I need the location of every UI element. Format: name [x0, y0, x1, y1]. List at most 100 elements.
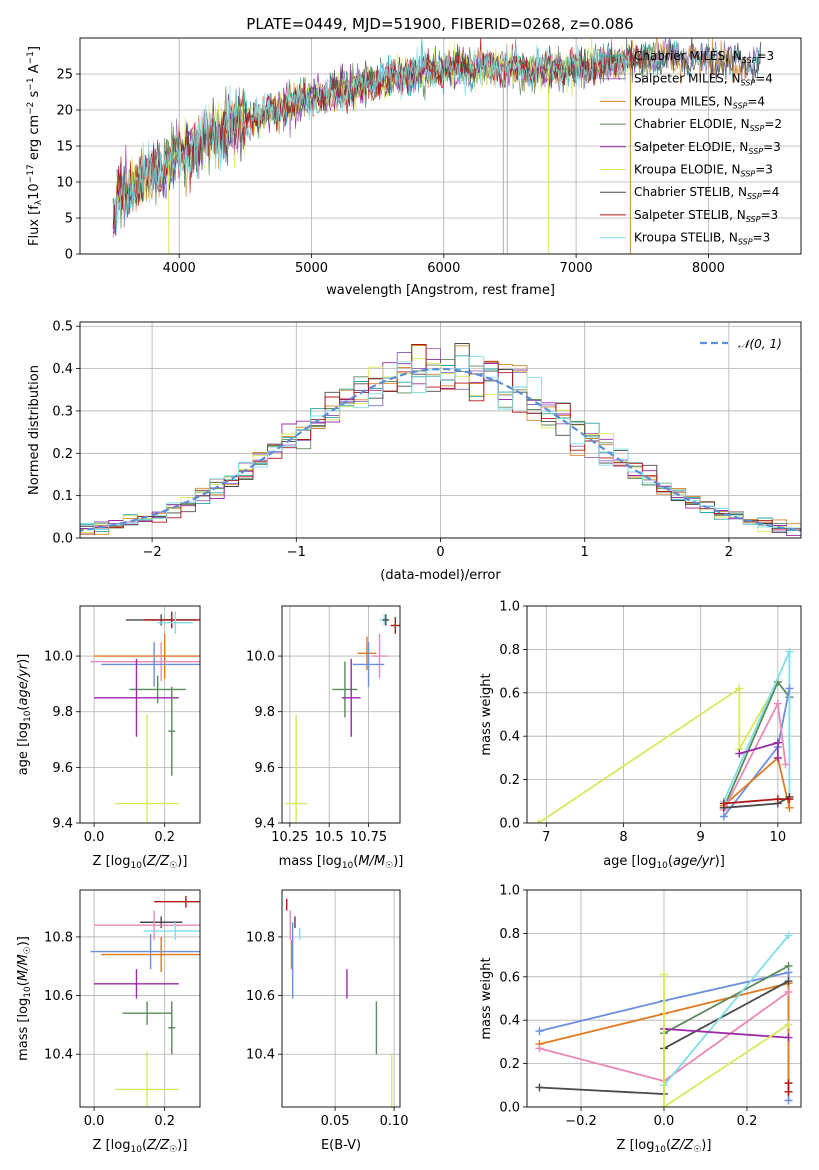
legend-label: Chabrier ELODIE, N	[634, 117, 750, 131]
spectrum-series-line	[112, 44, 630, 234]
age-vs-Z-x-label: Z [log10(Z/Z☉)]	[93, 854, 188, 871]
label-part: −17	[26, 164, 36, 183]
label-part: erg cm	[27, 115, 42, 164]
x-tick-label: 1	[581, 545, 589, 560]
data-point	[143, 611, 200, 629]
weight-marker	[784, 1087, 793, 1096]
label-part: ☉	[169, 861, 177, 871]
label-part: ☉	[169, 1145, 177, 1155]
legend-entry: Kroupa MILES, NSSP=4	[634, 94, 765, 110]
y-tick-label: 25	[56, 68, 73, 83]
label-part: Z/Z	[146, 854, 170, 869]
y-tick-label: 0.5	[52, 320, 73, 335]
age-vs-mass-frame	[281, 605, 401, 824]
legend-sub: SSP	[741, 79, 756, 88]
data-point	[154, 895, 200, 908]
weight-marker	[660, 1103, 668, 1107]
label-part: (data-model)/error	[380, 568, 501, 583]
y-tick-label: 0.8	[499, 927, 520, 942]
data-point	[94, 969, 179, 999]
y-tick-label: 0.0	[499, 1101, 520, 1116]
data-point	[371, 633, 388, 679]
data-point	[129, 675, 186, 704]
legend-tail: =4	[755, 72, 773, 86]
hist-y-label: Normed distribution	[27, 365, 42, 495]
residual-hist-axes: −2 −1 0 1 2 0.0 0.1 0.2 0.3 0.4 0.5 𝒩(0, 1) (data-mo…	[27, 320, 802, 583]
label-part: 10	[130, 1145, 142, 1155]
label-part: 10	[27, 183, 42, 200]
x-tick-label: 10.75	[350, 830, 387, 845]
label-part: −2	[26, 102, 36, 115]
weight-marker	[773, 795, 782, 804]
label-part: 10	[23, 986, 33, 998]
label-part: s	[27, 90, 42, 101]
data-point	[168, 686, 176, 776]
y-tick-label: 10.4	[246, 1048, 275, 1063]
residual-hist-frame	[79, 321, 802, 539]
legend-sub: SSP	[741, 170, 756, 179]
x-tick-label: 7	[542, 830, 550, 845]
massweight-vs-Z-axes: −0.2 0.0 0.2 0.0 0.2 0.4 0.6 0.8 1.0 Z [log10(Z/Z…	[479, 884, 802, 1155]
y-tick-label: 0.8	[499, 643, 520, 658]
weight-series-line	[538, 681, 779, 823]
y-tick-label: 10.4	[44, 1048, 73, 1063]
y-tick-label: 0.2	[52, 447, 73, 462]
legend-label: Salpeter STELIB, N	[634, 208, 746, 222]
data-point	[341, 658, 361, 737]
weight-marker	[784, 1096, 793, 1105]
label-part: 10	[656, 861, 668, 871]
massweight-vs-Z-plot-area	[535, 931, 793, 1107]
massweight-vs-age-frame	[526, 605, 802, 824]
mass-vs-Z-x-label: Z [log10(Z/Z☉)]	[93, 1138, 188, 1155]
age-vs-mass-plot-area	[285, 614, 400, 823]
data-point	[101, 936, 200, 973]
x-tick-label: 0.2	[737, 1114, 758, 1129]
mass-vs-Z-grid	[80, 890, 200, 1107]
label-part: ☉	[385, 861, 393, 871]
weight-marker	[781, 760, 790, 769]
data-point	[94, 910, 200, 940]
label-part: wavelength [Angstrom, rest frame]	[326, 283, 555, 298]
legend-tail: =3	[756, 49, 774, 63]
legend-entry: Chabrier MILES, NSSP=3	[634, 49, 774, 65]
legend-tail: =3	[755, 163, 773, 177]
y-tick-label: 10.6	[246, 989, 275, 1004]
y-tick-label: 9.4	[52, 817, 73, 832]
age-vs-Z-frame	[79, 605, 201, 824]
weight-series-line	[663, 1028, 789, 1039]
massweight-vs-age-x-label: age [log10(age/yr)]	[603, 854, 725, 871]
figure-title: PLATE=0449, MJD=51900, FIBERID=0268, z=0…	[246, 15, 633, 33]
data-point	[94, 633, 200, 679]
age-vs-mass-grid	[282, 606, 400, 824]
spectrum-y-label: Flux [fλ10−17 erg cm−2 s−1 A−1]	[26, 46, 44, 246]
weight-marker	[784, 961, 793, 970]
x-tick-label: 8	[619, 830, 627, 845]
data-point	[90, 642, 200, 682]
x-tick-label: 0	[436, 545, 444, 560]
label-part: age/yr	[673, 854, 716, 869]
data-point	[115, 1051, 179, 1107]
massweight-vs-age-plot-area	[534, 647, 794, 823]
legend-tail: =4	[747, 94, 765, 108]
weight-marker	[784, 987, 793, 996]
y-tick-label: 9.8	[52, 705, 73, 720]
massweight-vs-age-y-label: mass weight	[479, 673, 494, 755]
legend-label: Kroupa STELIB, N	[634, 231, 738, 245]
x-tick-label: 0.2	[154, 830, 175, 845]
label-part: (	[142, 1138, 147, 1153]
y-tick-label: 0.1	[52, 489, 73, 504]
mass-vs-EBV-grid	[282, 890, 400, 1107]
residual-hist-plot-area	[80, 343, 801, 537]
label-part: (	[668, 854, 673, 869]
age-vs-mass-axes: 10.25 10.5 10.75 9.4 9.6 9.8 10.0 mass [log10(M…	[246, 605, 403, 871]
label-part: Z [log	[617, 1138, 655, 1153]
legend-sub: SSP	[733, 101, 748, 110]
legend-tail: =2	[764, 117, 782, 131]
y-tick-label: 10.8	[44, 930, 73, 945]
x-tick-label: 0.2	[154, 1114, 175, 1129]
y-tick-label: 9.6	[254, 761, 275, 776]
y-tick-label: 10.0	[246, 650, 275, 665]
label-part: 10	[342, 861, 354, 871]
